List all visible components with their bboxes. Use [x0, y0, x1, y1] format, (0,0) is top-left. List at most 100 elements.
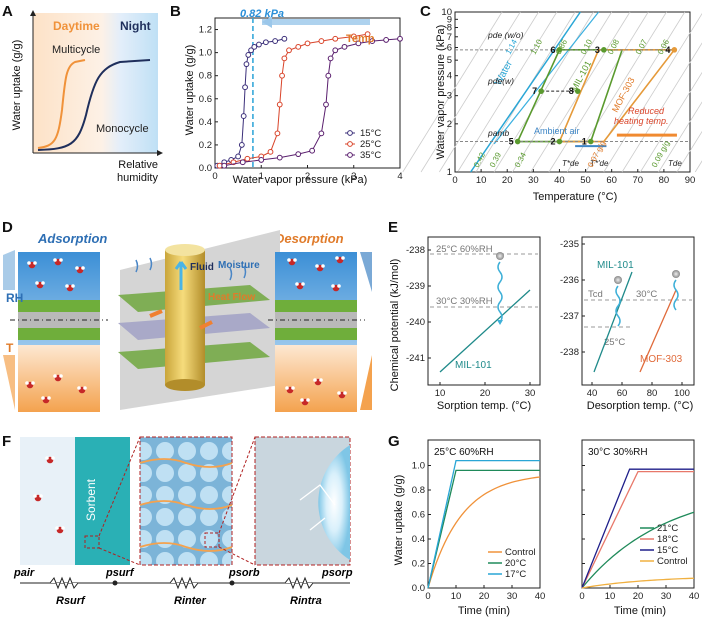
- panel-e-left-xtick-label: 20: [480, 388, 491, 399]
- panel-b-point: [216, 162, 223, 169]
- panel-b-ytick-label: 0.6: [199, 94, 212, 105]
- panel-a-xlabel-2: humidity: [117, 172, 158, 184]
- panel-g: G Water uptake (g/g) 25°C 60%RH 30°C 30%…: [388, 433, 699, 617]
- panel-c-point: [538, 88, 544, 94]
- panel-b-point: [281, 35, 288, 42]
- water-h-icon: [295, 282, 299, 286]
- panel-c-xtick-label: 10: [476, 175, 487, 186]
- panel-c-point-label: 2: [550, 137, 555, 147]
- panel-g-left-legend-label: 17°C: [505, 569, 526, 580]
- panel-g-right-legend-label: 15°C: [657, 545, 678, 556]
- panel-c-tde-star2: T*'de: [590, 159, 609, 168]
- panel-e-right-wavy1: [615, 285, 621, 327]
- panel-c-point: [514, 138, 521, 145]
- panel-e-right-xtick-label: 60: [617, 388, 628, 399]
- panel-e: E Chemical potential (kJ/mol) -238-239-2…: [388, 219, 695, 412]
- panel-f-zoom-box2: [204, 532, 220, 548]
- panel-e-right-tcd: Tcd: [588, 289, 603, 300]
- water-h-icon: [331, 284, 335, 288]
- panel-c-point-label: 7: [532, 86, 537, 96]
- water-h-icon: [35, 281, 39, 285]
- panel-b-point: [369, 38, 376, 44]
- panel-d-fluid: Fluid: [190, 262, 214, 273]
- water-h-icon: [291, 386, 295, 390]
- panel-f-rintra: Rintra: [290, 595, 322, 607]
- panel-b-legend-marker: [347, 141, 353, 147]
- panel-c-tde: Tde: [668, 159, 682, 168]
- panel-label-d: D: [2, 219, 13, 236]
- panel-c-point: [587, 138, 594, 145]
- panel-b-point: [323, 101, 329, 108]
- panel-g-ytick-label: 0.4: [412, 534, 425, 545]
- panel-g-left-17c-curve: [427, 459, 540, 589]
- panel-a-monocycle-curve: [37, 59, 151, 151]
- panel-e-right-ytick-label: -236: [560, 275, 579, 286]
- panel-e-left-ball: [496, 252, 504, 260]
- panel-c-point-label: 1: [582, 137, 587, 147]
- panel-b-point: [240, 113, 247, 119]
- panel-b-annotation: 0.82 kPa: [240, 8, 284, 20]
- water-h-icon: [27, 261, 31, 265]
- water-h-icon: [319, 378, 323, 382]
- panel-c-pde-w: pde(w): [487, 76, 514, 86]
- panel-c-reduced2: heating temp.: [614, 116, 669, 126]
- panel-d-right-sorbent-bottom: [275, 328, 357, 340]
- panel-c-isostere: [402, 11, 503, 173]
- panel-c-point-label: 6: [550, 45, 555, 55]
- panel-e-right-xtick-label: 100: [674, 388, 690, 399]
- panel-c-isostere: [457, 11, 558, 173]
- panel-c-pde-wo: pde (w/o): [487, 30, 524, 40]
- panel-c-xtick-label: 90: [685, 175, 696, 186]
- panel-e-right-30c: 30°C: [636, 289, 657, 300]
- water-h-icon: [25, 381, 29, 385]
- water-h-icon: [59, 258, 63, 262]
- panel-e-left-arrowhead-icon: [497, 320, 503, 325]
- panel-b-point: [276, 154, 283, 161]
- panel-f-particle: [318, 445, 350, 560]
- panel-d-heat-flow: Heat Flow: [208, 292, 255, 303]
- water-h-icon: [51, 456, 55, 460]
- panel-f-psurf: psurf: [105, 567, 135, 579]
- panel-g-left-xlabel: Time (min): [458, 605, 510, 617]
- panel-e-right-xtick-label: 80: [647, 388, 658, 399]
- panel-b-ytick-label: 0.2: [199, 140, 212, 151]
- panel-b-legend-label: 25°C: [360, 139, 381, 150]
- panel-label-f: F: [2, 433, 11, 450]
- water-h-icon: [285, 386, 289, 390]
- panel-e-ylabel: Chemical potential (kJ/mol): [389, 259, 401, 392]
- panel-b-point: [258, 157, 265, 163]
- panel-b-point: [309, 147, 316, 154]
- panel-b-point: [262, 39, 269, 46]
- panel-c-point: [601, 47, 607, 53]
- panel-d-cylinder-bottom: [165, 379, 205, 391]
- panel-b-chart: 0 1 2 3 4 0.0 0.2 0.4 0.6 0.8 1.0 1.2 15°C25°C35°C: [199, 17, 403, 182]
- panel-b-point: [279, 72, 285, 79]
- panel-c-ratio-top: 0.08: [606, 37, 622, 55]
- water-h-icon: [313, 378, 317, 382]
- panel-c-ytick-label: 7: [447, 32, 452, 43]
- panel-c-ytick-label: 8: [447, 23, 452, 34]
- panel-b-point: [318, 130, 325, 137]
- panel-d-right-t-wedge: [360, 355, 372, 410]
- panel-b-point: [397, 35, 403, 42]
- water-h-icon: [300, 398, 304, 402]
- panel-c-ytick-label: 9: [447, 14, 452, 25]
- panel-b-point: [364, 31, 371, 38]
- water-h-icon: [47, 396, 51, 400]
- water-h-icon: [53, 258, 57, 262]
- panel-b-temp-label: Temp: [346, 33, 375, 45]
- panel-d-left-rh-wedge: [3, 250, 15, 290]
- panel-f-node1: [112, 580, 118, 586]
- panel-c-isostere: [658, 101, 702, 173]
- panel-b-point: [244, 155, 251, 162]
- panel-c-ylabel: Water vapor pressure (kPa): [435, 25, 447, 160]
- panel-b-ytick-label: 0.0: [199, 163, 212, 174]
- panel-c-isostere: [603, 12, 702, 173]
- panel-d-left-t-wedge: [3, 355, 15, 410]
- panel-b-point: [327, 55, 334, 62]
- panel-e-right-ytick-label: -235: [560, 239, 579, 250]
- panel-b-point: [355, 40, 362, 47]
- panel-d-right-sorbent-top: [275, 300, 357, 312]
- panel-f-flow-lines: [139, 458, 233, 552]
